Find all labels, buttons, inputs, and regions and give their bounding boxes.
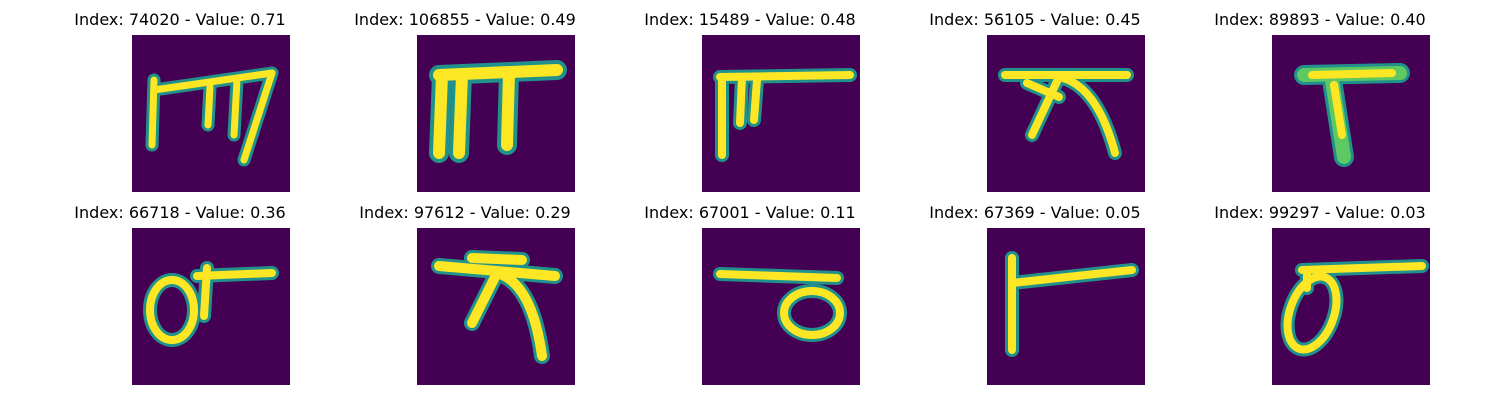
panel-image <box>987 35 1145 192</box>
panel-image <box>987 228 1145 385</box>
panel-image <box>417 35 575 192</box>
panel-title: Index: 15489 - Value: 0.48 <box>644 10 856 29</box>
panel-title: Index: 74020 - Value: 0.71 <box>74 10 286 29</box>
panel-title: Index: 66718 - Value: 0.36 <box>74 203 286 222</box>
panel-image <box>132 228 290 385</box>
glyph-image <box>145 66 279 167</box>
panel-title: Index: 67369 - Value: 0.05 <box>929 203 1141 222</box>
glyph-image <box>1280 259 1429 357</box>
panel-title: Index: 89893 - Value: 0.40 <box>1214 10 1426 29</box>
panel-title: Index: 56105 - Value: 0.45 <box>929 10 1141 29</box>
panel-title: Index: 97612 - Value: 0.29 <box>359 203 571 222</box>
panel-title: Index: 99297 - Value: 0.03 <box>1214 203 1426 222</box>
panel-2: Index: 106855 - Value: 0.49 <box>315 0 615 192</box>
glyph-image <box>713 267 847 342</box>
panel-3: Index: 15489 - Value: 0.48 <box>600 0 900 192</box>
panel-image <box>1272 228 1430 385</box>
panel-title: Index: 106855 - Value: 0.49 <box>354 10 576 29</box>
panel-image <box>702 228 860 385</box>
panel-title: Index: 67001 - Value: 0.11 <box>644 203 856 222</box>
glyph-image <box>1005 251 1139 357</box>
panel-image <box>702 35 860 192</box>
panel-image <box>417 228 575 385</box>
panel-5: Index: 89893 - Value: 0.40 <box>1170 0 1470 192</box>
panel-10: Index: 99297 - Value: 0.03 <box>1170 193 1470 385</box>
panel-9: Index: 67369 - Value: 0.05 <box>885 193 1185 385</box>
panel-image <box>1272 35 1430 192</box>
panel-6: Index: 66718 - Value: 0.36 <box>30 193 330 385</box>
panel-8: Index: 67001 - Value: 0.11 <box>600 193 900 385</box>
glyph-image <box>429 60 567 163</box>
panel-4: Index: 56105 - Value: 0.45 <box>885 0 1185 192</box>
glyph-image <box>143 261 279 347</box>
glyph-image <box>713 68 857 162</box>
panel-1: Index: 74020 - Value: 0.71 <box>30 0 330 192</box>
glyph-image <box>1294 63 1410 167</box>
panel-7: Index: 97612 - Value: 0.29 <box>315 193 615 385</box>
panel-image <box>132 35 290 192</box>
glyph-image <box>998 68 1134 160</box>
glyph-image <box>431 250 563 364</box>
